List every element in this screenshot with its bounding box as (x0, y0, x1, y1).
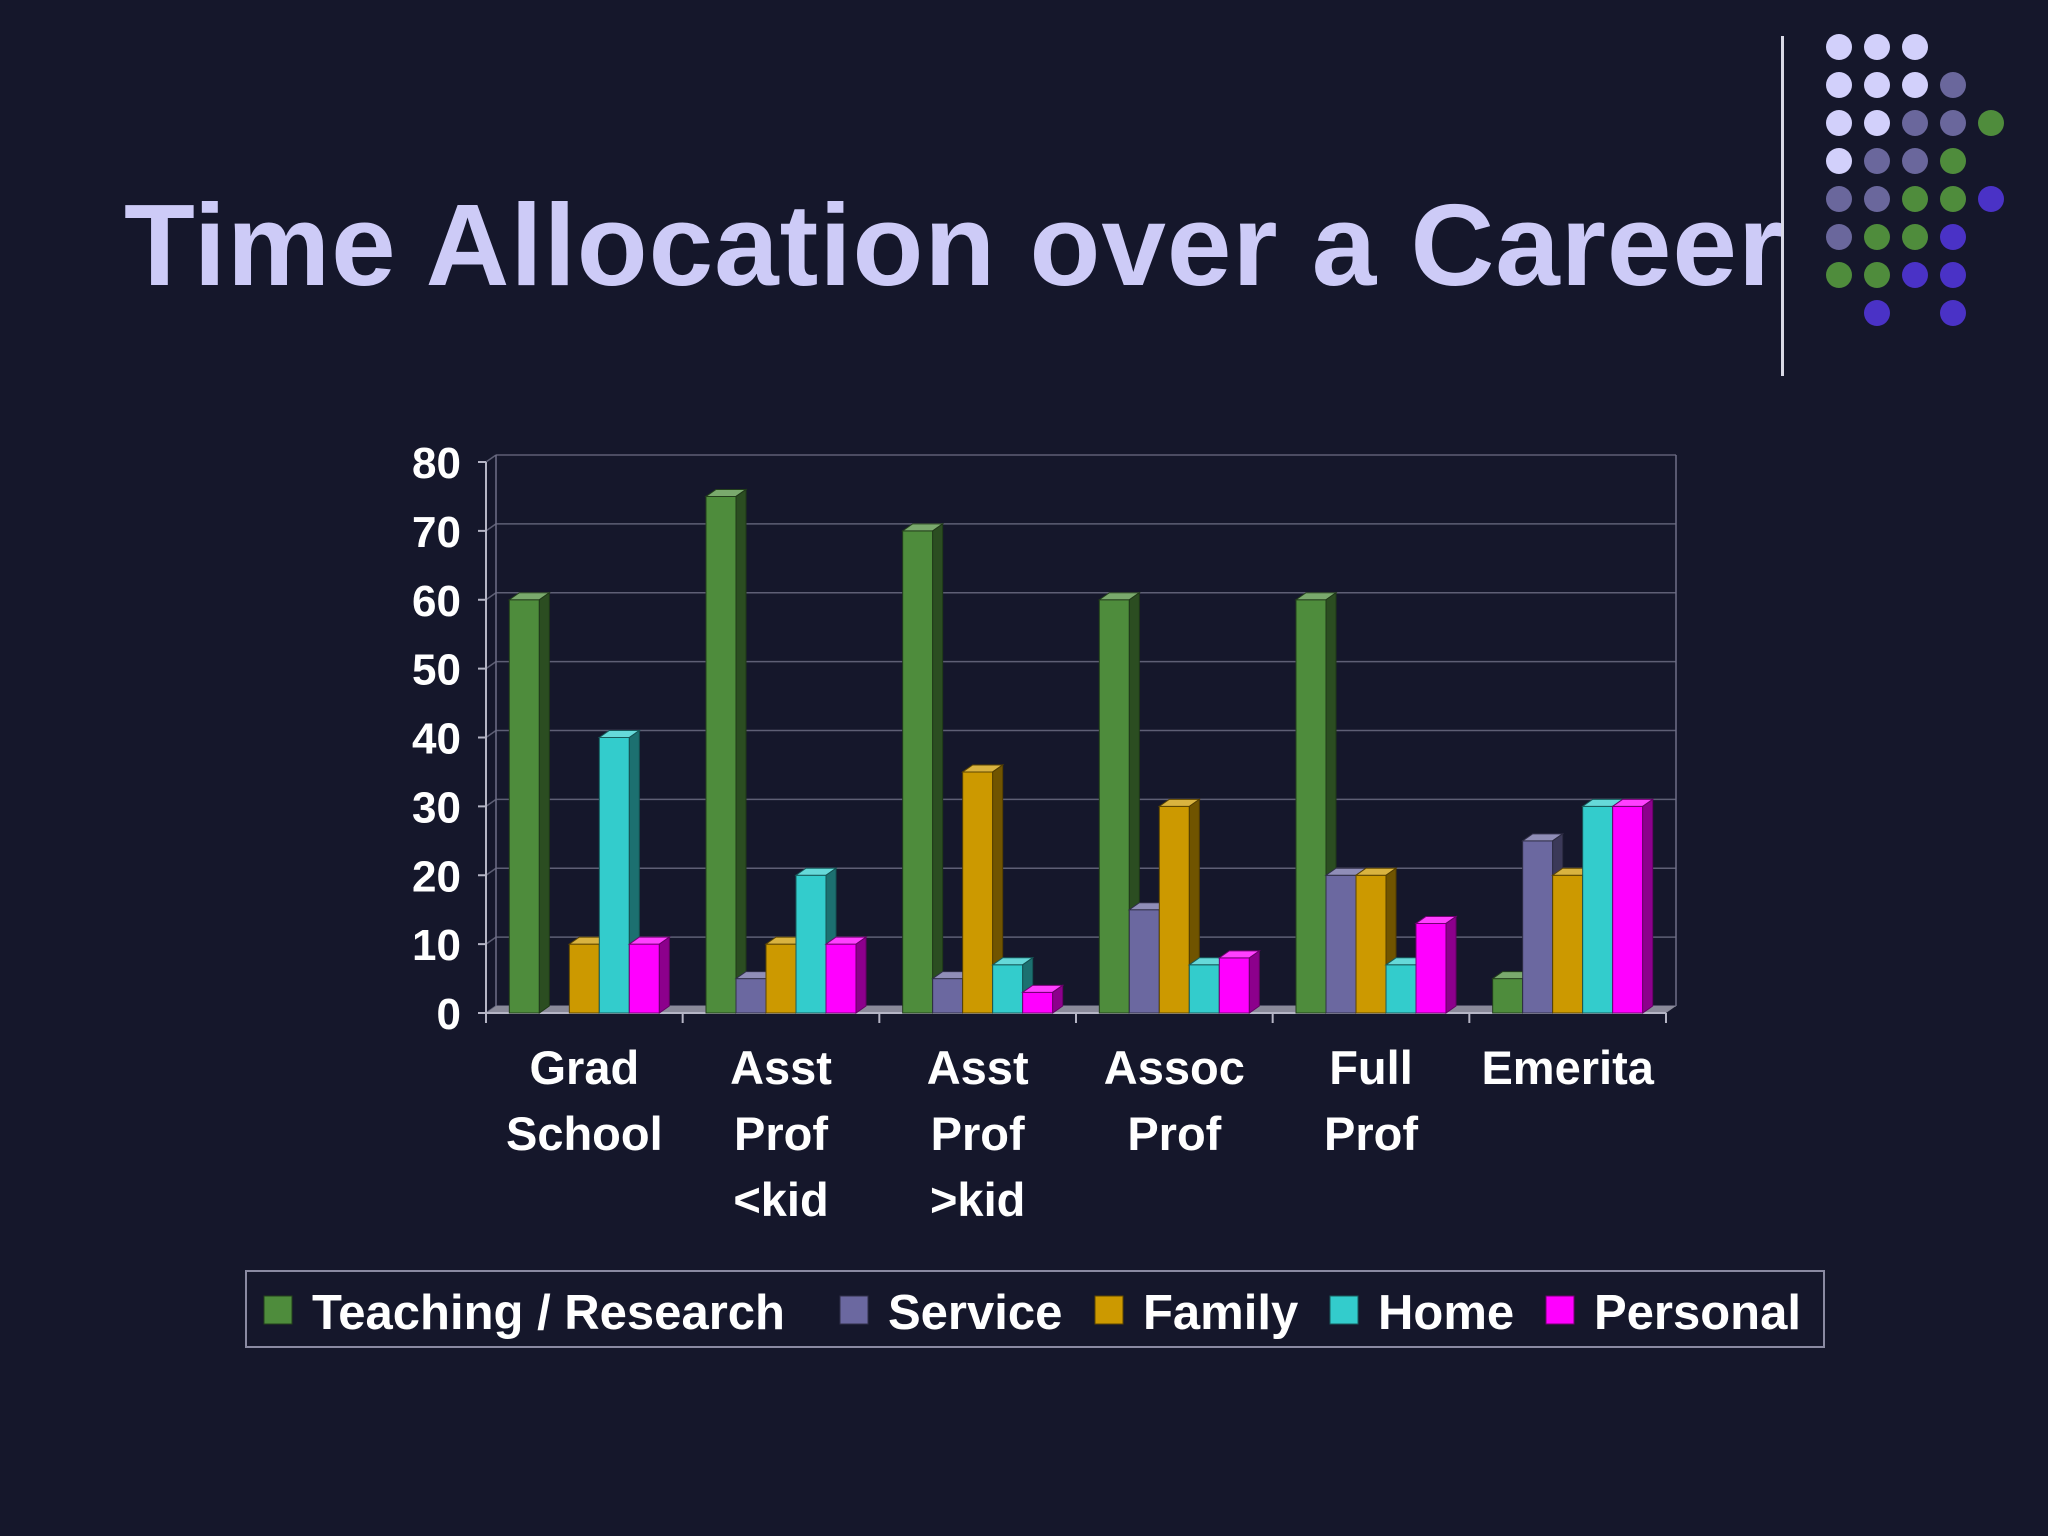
decorative-dot (1864, 148, 1890, 174)
decorative-dot (1826, 110, 1852, 136)
decorative-dot (1826, 72, 1852, 98)
bar-teaching-research (1097, 591, 1141, 1014)
decorative-dot (1826, 148, 1852, 174)
decorative-dot (1902, 186, 1928, 212)
decorative-dot (1940, 186, 1966, 212)
bar-personal (1021, 984, 1065, 1014)
category-label: Prof (931, 1107, 1025, 1160)
gridline-depth (485, 592, 497, 601)
decorative-dot (1940, 72, 1966, 98)
category-label: Emerita (1481, 1041, 1654, 1094)
legend-swatch (1094, 1295, 1124, 1325)
category-label: Assoc (1104, 1041, 1245, 1094)
gridline-depth (485, 454, 497, 463)
category-label: Grad (529, 1041, 639, 1094)
gridline-depth (485, 729, 497, 739)
category-label: Prof (1127, 1107, 1221, 1160)
legend-label: Home (1378, 1286, 1514, 1340)
y-tick-label: 0 (437, 990, 461, 1039)
gridline-depth (485, 661, 497, 670)
decorative-dot (1940, 262, 1966, 288)
bar-personal (1611, 798, 1655, 1014)
bar-personal (627, 936, 671, 1014)
slide-title: Time Allocation over a Career (124, 180, 1785, 310)
bar-family (961, 763, 1005, 1014)
decorative-dot (1826, 186, 1852, 212)
decorative-dot (1864, 186, 1890, 212)
legend-item: Service (839, 1286, 1062, 1340)
gridline-depth (485, 798, 497, 807)
y-tick-label: 10 (412, 921, 461, 970)
decorative-dot (1864, 110, 1890, 136)
y-tick-label: 60 (412, 577, 461, 626)
legend-label: Service (888, 1286, 1062, 1340)
decorative-dot (1864, 262, 1890, 288)
decorative-dot (1902, 148, 1928, 174)
y-tick-label: 80 (412, 439, 461, 488)
decorative-dot (1940, 300, 1966, 326)
decorative-dot (1978, 110, 2004, 136)
legend-item: Personal (1545, 1286, 1801, 1340)
gridline-depth (485, 523, 497, 532)
category-label: Prof (734, 1107, 828, 1160)
bar-personal (1414, 915, 1458, 1014)
chart-legend: Teaching / Research Service Family Home Pers… (245, 1270, 1825, 1348)
y-tick-label: 40 (412, 715, 461, 764)
legend-item: Home (1329, 1286, 1514, 1340)
decorative-dot (1826, 34, 1852, 60)
decorative-dot (1902, 110, 1928, 136)
category-label: School (506, 1107, 663, 1160)
legend-swatch (263, 1295, 293, 1325)
decorative-dot (1902, 262, 1928, 288)
bar-personal (1217, 949, 1261, 1014)
legend-label: Teaching / Research (312, 1286, 785, 1340)
legend-swatch (1545, 1295, 1575, 1325)
category-label: <kid (733, 1173, 828, 1226)
bar-teaching-research (901, 522, 945, 1014)
decorative-dot (1940, 224, 1966, 250)
decorative-dot (1864, 72, 1890, 98)
category-label: Full (1329, 1041, 1413, 1094)
legend-label: Personal (1594, 1286, 1801, 1340)
bar-teaching-research (507, 591, 551, 1014)
gridline-depth (485, 936, 497, 945)
bar-personal (824, 936, 868, 1014)
legend-item: Family (1094, 1286, 1298, 1340)
decorative-dot (1864, 34, 1890, 60)
decorative-dot (1902, 224, 1928, 250)
category-label: Prof (1324, 1107, 1418, 1160)
decorative-dot (1826, 224, 1852, 250)
bar-teaching-research (704, 488, 748, 1014)
decorative-dot (1940, 110, 1966, 136)
legend-label: Family (1143, 1286, 1298, 1340)
category-label: >kid (930, 1173, 1025, 1226)
decorative-dot (1902, 72, 1928, 98)
legend-frame (245, 1270, 1825, 1348)
decorative-dot (1864, 224, 1890, 250)
divider-line (1781, 36, 1784, 376)
legend-item: Teaching / Research (263, 1286, 785, 1340)
decorative-dot (1978, 186, 2004, 212)
decorative-dot-grid (1826, 34, 2004, 326)
y-tick-label: 70 (412, 508, 461, 557)
bar-family (1354, 867, 1398, 1014)
decorative-dot (1826, 262, 1852, 288)
bar-teaching-research (1294, 591, 1338, 1014)
y-tick-label: 30 (412, 783, 461, 832)
category-label: Asst (730, 1041, 832, 1094)
legend-swatch (1329, 1295, 1359, 1325)
decorative-dot (1940, 148, 1966, 174)
decorative-dot (1864, 300, 1890, 326)
decorative-dot (1902, 34, 1928, 60)
gridline-depth (485, 867, 497, 876)
y-tick-label: 20 (412, 852, 461, 901)
category-label: Asst (927, 1041, 1029, 1094)
legend-swatch (839, 1295, 869, 1325)
y-tick-label: 50 (412, 646, 461, 695)
